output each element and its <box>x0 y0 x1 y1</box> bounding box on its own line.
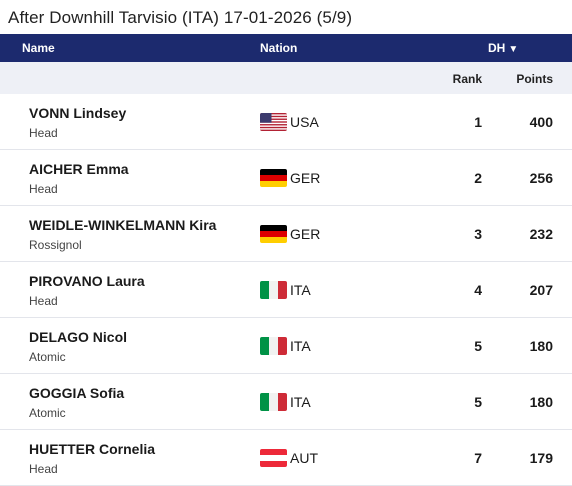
column-header-name: Name <box>22 41 55 55</box>
table-subheader: Rank Points <box>0 62 572 94</box>
athlete-points: 256 <box>529 170 553 186</box>
nation-code: ITA <box>290 338 311 354</box>
nation-code: GER <box>290 170 321 186</box>
germany-flag-icon <box>260 169 287 187</box>
discipline-dropdown[interactable]: DH ▼ <box>488 41 518 55</box>
athlete-rank: 7 <box>474 450 482 466</box>
italy-flag-icon <box>260 393 287 411</box>
table-row: DELAGO Nicol Atomic ITA 5 180 <box>0 318 572 374</box>
austria-flag-icon <box>260 449 287 467</box>
column-header-rank: Rank <box>452 72 482 86</box>
nation-code: ITA <box>290 282 311 298</box>
column-header-points: Points <box>516 72 553 86</box>
athlete-points: 207 <box>529 282 553 298</box>
athlete-name: AICHER Emma <box>29 161 129 177</box>
athlete-link[interactable]: DELAGO Nicol Atomic <box>29 329 127 364</box>
italy-flag-icon <box>260 337 287 355</box>
athlete-name: VONN Lindsey <box>29 105 127 121</box>
table-row: PIROVANO Laura Head ITA 4 207 <box>0 262 572 318</box>
athlete-rank: 5 <box>474 338 482 354</box>
athlete-nation: GER <box>260 169 320 187</box>
athlete-link[interactable]: AICHER Emma Head <box>29 161 129 196</box>
athlete-rank: 3 <box>474 226 482 242</box>
athlete-name: HUETTER Cornelia <box>29 441 156 457</box>
column-header-nation: Nation <box>260 41 298 55</box>
athlete-nation: AUT <box>260 449 318 467</box>
athlete-nation: GER <box>260 225 320 243</box>
athlete-nation: ITA <box>260 281 311 299</box>
table-row: HUETTER Cornelia Head AUT 7 179 <box>0 430 572 486</box>
athlete-name: WEIDLE-WINKELMANN Kira <box>29 217 217 233</box>
athlete-points: 180 <box>529 394 553 410</box>
athlete-brand: Rossignol <box>29 238 82 252</box>
table-header: Name Nation DH ▼ <box>0 34 572 62</box>
athlete-nation: ITA <box>260 393 311 411</box>
athlete-link[interactable]: HUETTER Cornelia Head <box>29 441 155 476</box>
table-row: AICHER Emma Head GER 2 256 <box>0 150 572 206</box>
athlete-nation: USA <box>260 113 319 131</box>
table-row: VONN Lindsey Head USA 1 400 <box>0 94 572 150</box>
athlete-points: 400 <box>529 114 553 130</box>
athlete-rank: 5 <box>474 394 482 410</box>
athlete-name: GOGGIA Sofia <box>29 385 125 401</box>
italy-flag-icon <box>260 281 287 299</box>
athlete-brand: Head <box>29 294 58 308</box>
standings-table: Name Nation DH ▼ Rank Points VONN Lindsey… <box>0 34 572 486</box>
athlete-brand: Head <box>29 182 58 196</box>
nation-code: GER <box>290 226 321 242</box>
nation-code: USA <box>290 114 319 130</box>
athlete-link[interactable]: PIROVANO Laura Head <box>29 273 145 308</box>
athlete-brand: Atomic <box>29 406 66 420</box>
athlete-rank: 1 <box>474 114 482 130</box>
athlete-link[interactable]: VONN Lindsey Head <box>29 105 126 140</box>
athlete-brand: Head <box>29 462 58 476</box>
nation-code: AUT <box>290 450 318 466</box>
athlete-brand: Atomic <box>29 350 66 364</box>
nation-code: ITA <box>290 394 311 410</box>
usa-flag-icon <box>260 113 287 131</box>
athlete-nation: ITA <box>260 337 311 355</box>
table-row: WEIDLE-WINKELMANN Kira Rossignol GER 3 2… <box>0 206 572 262</box>
athlete-rank: 2 <box>474 170 482 186</box>
athlete-rank: 4 <box>474 282 482 298</box>
athlete-points: 179 <box>529 450 553 466</box>
caret-down-icon: ▼ <box>508 44 519 55</box>
page-title: After Downhill Tarvisio (ITA) 17-01-2026… <box>8 8 353 27</box>
athlete-brand: Head <box>29 126 58 140</box>
athlete-link[interactable]: WEIDLE-WINKELMANN Kira Rossignol <box>29 217 216 252</box>
athlete-link[interactable]: GOGGIA Sofia Atomic <box>29 385 124 420</box>
athlete-name: PIROVANO Laura <box>29 273 145 289</box>
table-row: GOGGIA Sofia Atomic ITA 5 180 <box>0 374 572 430</box>
discipline-dropdown-label: DH <box>488 41 506 55</box>
germany-flag-icon <box>260 225 287 243</box>
athlete-name: DELAGO Nicol <box>29 329 128 345</box>
athlete-points: 180 <box>529 338 553 354</box>
athlete-points: 232 <box>529 226 553 242</box>
